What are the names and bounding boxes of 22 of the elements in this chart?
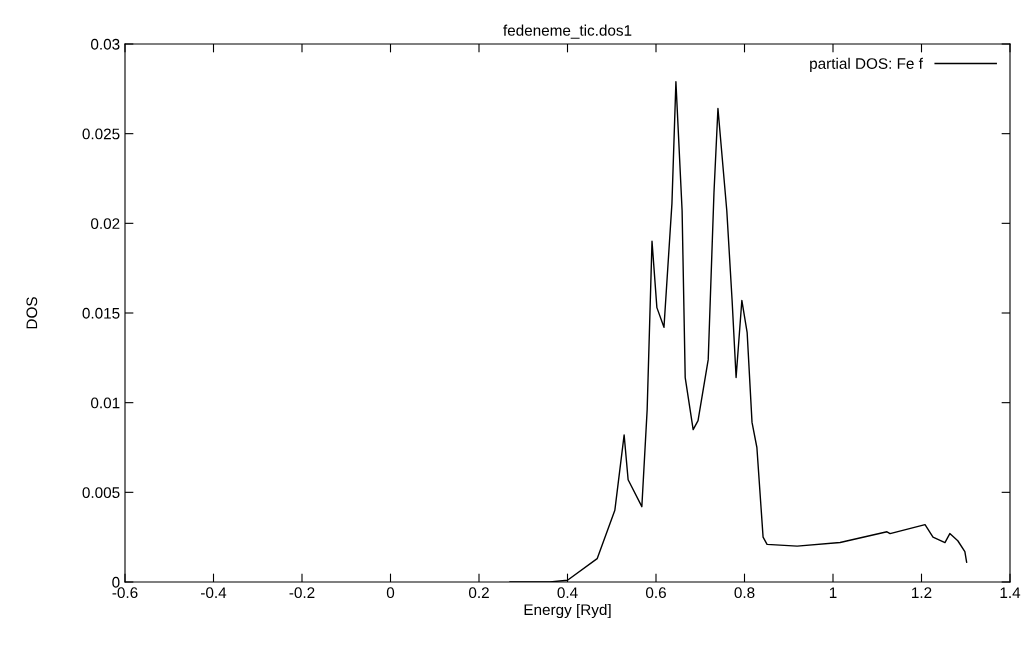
- x-tick-label: 0.6: [645, 587, 666, 599]
- x-tick-label: -0.2: [289, 587, 315, 599]
- x-tick-label: -0.4: [201, 587, 227, 599]
- y-tick-label: 0.005: [82, 487, 120, 499]
- x-tick-label: 1.4: [1000, 587, 1021, 598]
- y-tick-label: 0.015: [82, 307, 120, 319]
- y-tick-label: 0.025: [82, 128, 120, 140]
- y-tick-label: 0: [112, 576, 120, 588]
- y-tick-label: 0.02: [91, 218, 120, 230]
- chart-title: fedeneme_tic.dos1: [503, 24, 632, 39]
- x-tick-label: -0.6: [112, 587, 138, 599]
- x-tick-label: 0.4: [557, 587, 578, 599]
- x-tick-label: 0: [386, 587, 395, 599]
- legend-label: partial DOS: Fe f: [810, 57, 923, 72]
- x-tick-label: 0.8: [734, 587, 755, 599]
- y-axis-title: DOS: [26, 297, 38, 329]
- x-tick-label: 1: [829, 587, 837, 598]
- x-tick-label: 0.2: [468, 587, 489, 599]
- x-tick-label: 1.2: [912, 587, 932, 598]
- y-tick-label: 0.03: [91, 38, 120, 50]
- y-tick-label: 0.01: [91, 397, 120, 409]
- x-axis-title: Energy [Ryd]: [524, 603, 611, 619]
